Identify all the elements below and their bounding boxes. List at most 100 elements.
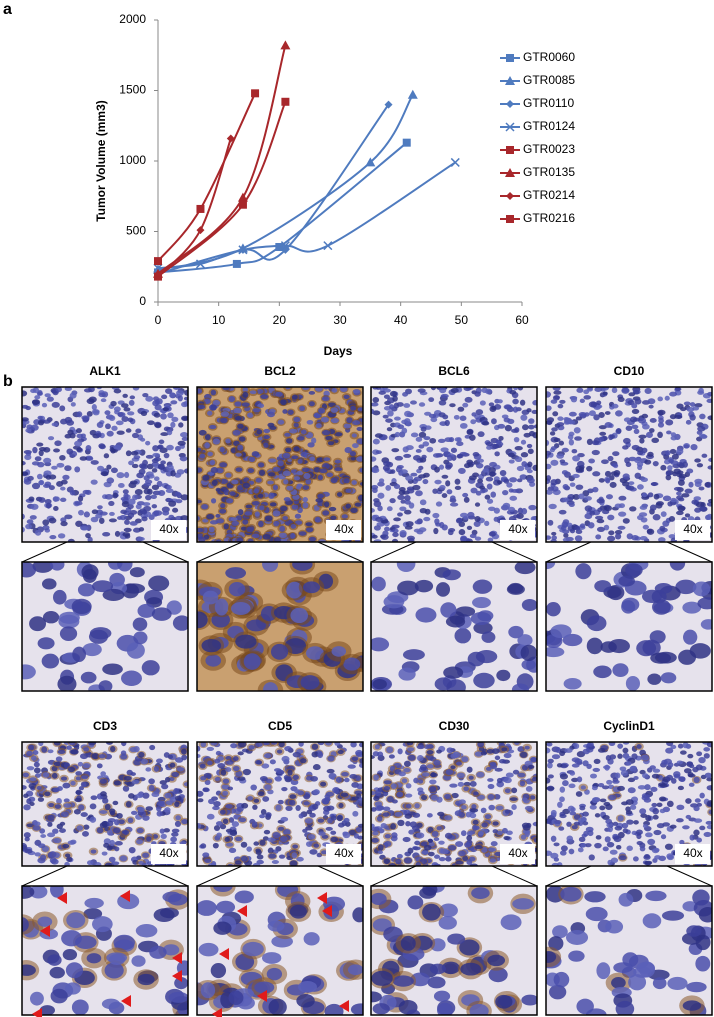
nucleus	[383, 785, 391, 791]
nucleus	[100, 398, 107, 403]
nucleus	[559, 399, 566, 404]
nucleus	[629, 416, 638, 423]
nucleus	[25, 523, 32, 530]
nucleus	[102, 531, 111, 537]
nucleus	[690, 443, 698, 451]
nucleus	[640, 754, 649, 761]
nucleus	[175, 815, 181, 821]
nucleus	[26, 766, 35, 771]
nucleus	[553, 857, 560, 862]
nucleus	[699, 506, 708, 512]
nucleus	[358, 762, 363, 768]
nucleus	[466, 859, 473, 866]
nucleus	[284, 432, 291, 437]
nucleus	[485, 766, 492, 771]
nucleus	[388, 862, 397, 866]
nucleus	[359, 467, 363, 473]
nucleus	[551, 486, 559, 492]
nucleus	[49, 857, 57, 864]
nucleus	[548, 503, 557, 510]
nucleus	[562, 633, 583, 647]
nucleus	[513, 387, 519, 391]
nucleus	[652, 768, 661, 773]
nucleus	[127, 504, 134, 510]
nucleus	[641, 589, 663, 604]
nucleus	[166, 485, 172, 490]
nucleus	[268, 998, 287, 1015]
nucleus	[416, 832, 425, 839]
nucleus	[673, 773, 681, 779]
nucleus	[47, 954, 62, 966]
nucleus	[588, 458, 595, 464]
nucleus	[31, 755, 37, 761]
nucleus	[34, 395, 41, 400]
nucleus	[394, 812, 403, 817]
nucleus	[394, 416, 401, 421]
nucleus	[550, 479, 558, 486]
nucleus	[128, 846, 136, 854]
nucleus	[89, 816, 97, 823]
nucleus	[466, 525, 473, 530]
nucleus	[612, 821, 619, 826]
nucleus	[682, 1000, 702, 1011]
nucleus	[174, 801, 180, 808]
nucleus	[359, 742, 363, 748]
nucleus	[371, 484, 379, 490]
nucleus	[163, 828, 170, 833]
nucleus	[403, 403, 411, 408]
nucleus	[426, 750, 434, 755]
nucleus	[86, 860, 94, 866]
nucleus	[343, 777, 350, 783]
nucleus	[247, 468, 255, 474]
nucleus	[228, 581, 246, 597]
nucleus	[42, 578, 57, 590]
nucleus	[82, 642, 102, 657]
nucleus	[126, 642, 145, 659]
nucleus	[389, 390, 398, 397]
nucleus	[215, 487, 221, 492]
nucleus	[613, 469, 621, 476]
nucleus	[426, 764, 434, 769]
nucleus	[435, 501, 443, 507]
nucleus	[662, 495, 672, 502]
nucleus	[209, 459, 216, 466]
nucleus	[99, 511, 108, 516]
nucleus	[553, 390, 562, 395]
nucleus	[92, 580, 114, 593]
nucleus	[168, 991, 188, 1003]
nucleus	[378, 478, 385, 483]
nucleus	[693, 818, 703, 823]
nucleus	[546, 646, 565, 658]
nucleus	[71, 598, 92, 615]
nucleus	[455, 761, 463, 766]
nucleus	[62, 843, 70, 849]
nucleus	[419, 764, 427, 771]
nucleus	[465, 811, 472, 818]
nucleus	[88, 629, 108, 644]
nucleus	[295, 805, 301, 812]
nucleus	[220, 411, 230, 418]
nucleus	[36, 785, 42, 791]
nucleus	[90, 516, 99, 523]
nucleus	[290, 524, 297, 529]
nucleus	[276, 749, 283, 754]
nucleus	[90, 479, 98, 485]
nucleus	[549, 984, 567, 1000]
nucleus	[63, 798, 70, 803]
nucleus	[405, 793, 413, 798]
nucleus	[604, 421, 613, 428]
marker	[196, 204, 205, 213]
nucleus	[97, 505, 103, 510]
nucleus	[391, 524, 400, 529]
nucleus	[576, 998, 594, 1015]
marker	[275, 243, 284, 252]
nucleus	[255, 477, 262, 483]
zoom-connector	[142, 541, 189, 563]
nucleus	[408, 502, 415, 509]
nucleus	[262, 682, 278, 691]
nucleus	[592, 471, 601, 477]
nucleus	[615, 410, 623, 417]
nucleus	[683, 629, 698, 645]
nucleus	[372, 830, 379, 836]
nucleus	[704, 772, 712, 778]
